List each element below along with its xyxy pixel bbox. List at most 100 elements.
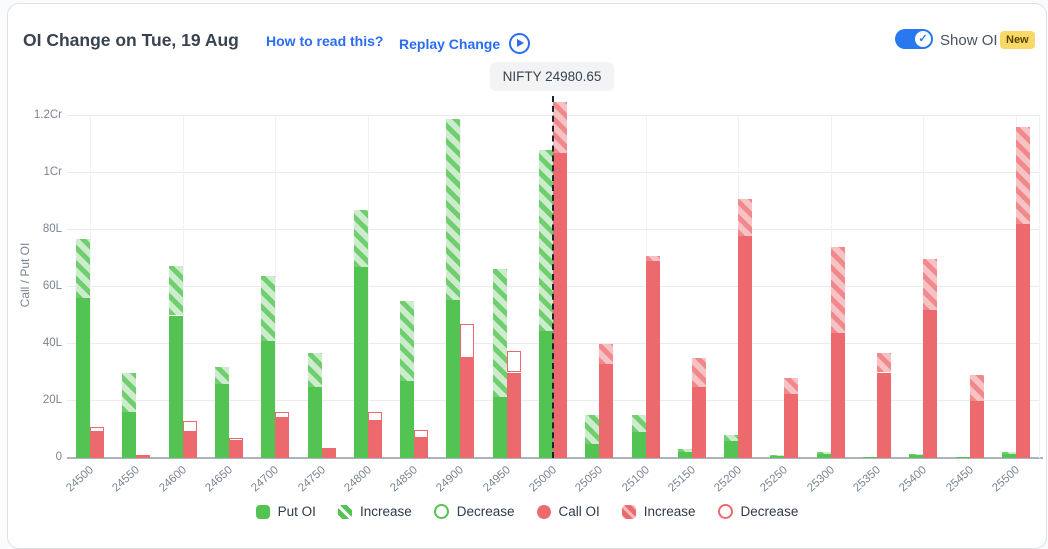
legend-label: Put OI	[277, 504, 316, 519]
call-increase-segment[interactable]	[969, 375, 984, 402]
legend-item-decrease[interactable]: Decrease	[433, 504, 515, 519]
put-increase-segment[interactable]	[631, 415, 646, 433]
put-increase-segment[interactable]	[446, 118, 461, 300]
call-oi-bar[interactable]	[969, 401, 984, 458]
call-increase-segment[interactable]	[645, 255, 660, 262]
call-oi-bar[interactable]	[414, 438, 429, 458]
put-oi-bar[interactable]	[539, 331, 553, 458]
put-oi-bar[interactable]	[215, 383, 229, 458]
call-decrease-segment[interactable]	[229, 438, 243, 441]
put-increase-segment[interactable]	[724, 435, 739, 441]
call-increase-segment[interactable]	[553, 101, 567, 154]
put-oi-bar[interactable]	[816, 453, 831, 458]
x-gridline	[460, 116, 462, 458]
show-oi-toggle[interactable]: ✓	[895, 29, 933, 49]
call-increase-segment[interactable]	[784, 378, 799, 394]
put-increase-segment[interactable]	[122, 372, 137, 413]
call-oi-bar[interactable]	[321, 449, 336, 458]
put-oi-bar[interactable]	[168, 315, 183, 458]
call-increase-segment[interactable]	[738, 198, 753, 236]
put-increase-segment[interactable]	[1001, 452, 1016, 454]
call-oi-bar[interactable]	[90, 432, 105, 459]
call-oi-bar[interactable]	[738, 235, 753, 458]
put-oi-bar[interactable]	[261, 341, 276, 458]
put-increase-segment[interactable]	[909, 454, 924, 456]
x-axis-line	[67, 457, 1043, 459]
call-oi-bar[interactable]	[1015, 224, 1030, 458]
call-decrease-segment[interactable]	[460, 324, 475, 359]
call-oi-bar[interactable]	[923, 309, 938, 458]
call-increase-segment[interactable]	[691, 358, 706, 387]
call-oi-bar[interactable]	[506, 372, 521, 458]
call-decrease-segment[interactable]	[506, 351, 521, 373]
put-oi-bar[interactable]	[677, 452, 692, 458]
call-decrease-segment[interactable]	[414, 429, 429, 439]
call-oi-bar[interactable]	[645, 261, 660, 459]
put-increase-segment[interactable]	[168, 265, 183, 316]
green-solid-square-icon	[255, 504, 270, 519]
call-increase-segment[interactable]	[599, 344, 614, 364]
call-oi-bar[interactable]	[830, 332, 845, 458]
call-oi-bar[interactable]	[599, 363, 614, 458]
call-increase-segment[interactable]	[877, 352, 891, 373]
put-increase-segment[interactable]	[770, 455, 785, 456]
call-oi-bar[interactable]	[877, 372, 891, 458]
call-oi-bar[interactable]	[182, 432, 197, 459]
put-oi-bar[interactable]	[909, 455, 924, 458]
put-oi-bar[interactable]	[631, 432, 646, 459]
call-increase-segment[interactable]	[923, 258, 938, 310]
replay-change-link[interactable]: Replay Change	[399, 33, 531, 54]
put-oi-bar[interactable]	[585, 443, 600, 459]
legend-item-put-oi[interactable]: Put OI	[255, 504, 316, 519]
put-oi-bar[interactable]	[76, 298, 91, 458]
legend-item-increase[interactable]: Increase	[621, 504, 696, 519]
put-oi-bar[interactable]	[122, 412, 137, 458]
legend-item-call-oi[interactable]: Call OI	[536, 504, 600, 519]
call-oi-bar[interactable]	[229, 440, 243, 458]
call-decrease-segment[interactable]	[367, 412, 382, 421]
put-increase-segment[interactable]	[816, 452, 831, 454]
put-increase-segment[interactable]	[215, 366, 229, 384]
call-increase-segment[interactable]	[1015, 127, 1030, 225]
green-outline-circle-icon	[433, 504, 449, 519]
call-decrease-segment[interactable]	[182, 421, 197, 433]
call-oi-bar[interactable]	[367, 420, 382, 458]
oi-change-card: OI Change on Tue, 19 Aug How to read thi…	[7, 3, 1047, 549]
put-increase-segment[interactable]	[353, 210, 368, 267]
put-increase-segment[interactable]	[400, 301, 415, 382]
call-oi-bar[interactable]	[784, 393, 799, 458]
legend-item-decrease[interactable]: Decrease	[717, 504, 798, 519]
call-decrease-segment[interactable]	[90, 426, 105, 433]
put-oi-bar[interactable]	[492, 396, 507, 458]
put-increase-segment[interactable]	[492, 268, 507, 397]
x-gridline	[90, 116, 92, 458]
put-oi-bar[interactable]	[446, 299, 461, 458]
put-oi-bar[interactable]	[724, 440, 739, 458]
call-decrease-segment[interactable]	[321, 448, 336, 450]
put-increase-segment[interactable]	[539, 150, 553, 332]
call-oi-bar[interactable]	[136, 454, 151, 458]
put-oi-bar[interactable]	[863, 456, 877, 458]
call-oi-bar[interactable]	[275, 418, 290, 458]
put-increase-segment[interactable]	[677, 449, 692, 453]
call-oi-bar[interactable]	[460, 358, 475, 459]
call-oi-bar[interactable]	[691, 386, 706, 459]
call-oi-bar[interactable]	[553, 153, 567, 458]
put-increase-segment[interactable]	[76, 238, 91, 299]
y-tick-label: 40L	[42, 337, 62, 349]
put-oi-bar[interactable]	[353, 267, 368, 458]
put-oi-bar[interactable]	[307, 386, 322, 459]
put-oi-bar[interactable]	[400, 381, 415, 459]
put-increase-segment[interactable]	[585, 415, 600, 444]
put-oi-bar[interactable]	[770, 455, 785, 458]
put-oi-bar[interactable]	[1001, 453, 1016, 458]
call-decrease-segment[interactable]	[275, 412, 290, 419]
legend-item-increase[interactable]: Increase	[337, 504, 412, 519]
put-increase-segment[interactable]	[307, 352, 322, 387]
show-oi-label: Show OI	[940, 32, 998, 49]
how-to-read-link[interactable]: How to read this?	[266, 33, 384, 49]
call-increase-segment[interactable]	[830, 247, 845, 333]
oi-bar-chart: Call / Put OI 0 20L 40L 60L 80L 1Cr 1.2Cr 24500…	[8, 4, 1046, 548]
put-increase-segment[interactable]	[261, 275, 276, 342]
put-oi-bar[interactable]	[955, 456, 970, 458]
